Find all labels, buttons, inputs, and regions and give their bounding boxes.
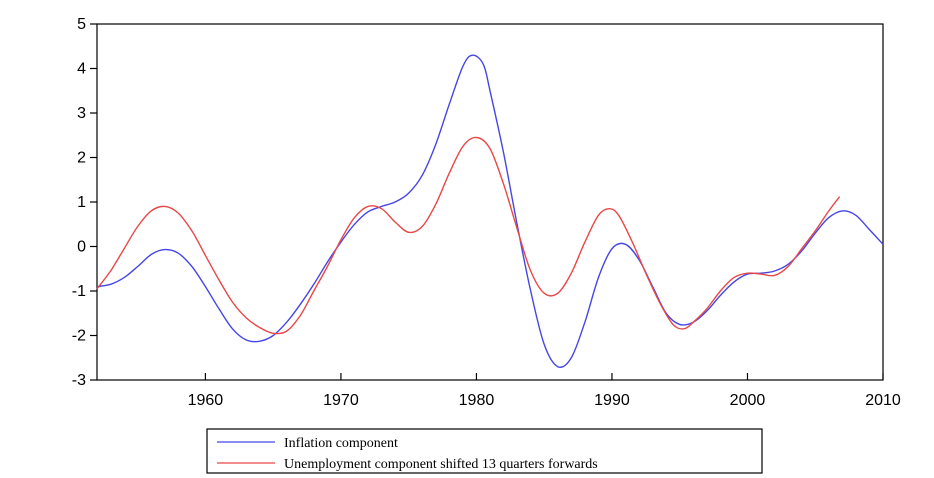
plot-frame [96, 23, 884, 381]
series-layer [96, 54, 884, 368]
x-tick-label: 1980 [459, 392, 495, 409]
y-tick-label: 5 [77, 16, 86, 33]
y-tick-label: 0 [77, 239, 86, 256]
y-tick-label: -1 [72, 283, 86, 300]
inflation-component-line [96, 54, 884, 368]
x-tick-label: 2010 [865, 392, 901, 409]
x-axis: 1960 1970 1980 1990 2000 2010 [188, 373, 901, 409]
unemployment-component-line [96, 136, 841, 335]
y-tick-label: -2 [72, 328, 86, 345]
x-tick-label: 2000 [730, 392, 766, 409]
legend-label-unemployment: Unemployment component shifted 13 quarte… [284, 457, 598, 472]
x-tick-label: 1960 [188, 392, 224, 409]
x-tick-label: 1970 [323, 392, 359, 409]
y-tick-label: 4 [77, 61, 86, 78]
y-tick-label: 3 [77, 105, 86, 122]
y-tick-label: 1 [77, 194, 86, 211]
legend: Inflation component Unemployment compone… [206, 428, 763, 474]
y-axis: -3 -2 -1 0 1 2 3 4 5 [72, 16, 97, 389]
legend-label-inflation: Inflation component [284, 436, 398, 451]
y-tick-label: 2 [77, 150, 86, 167]
x-tick-label: 1990 [594, 392, 630, 409]
y-tick-label: -3 [72, 372, 86, 389]
legend-box [206, 428, 763, 474]
